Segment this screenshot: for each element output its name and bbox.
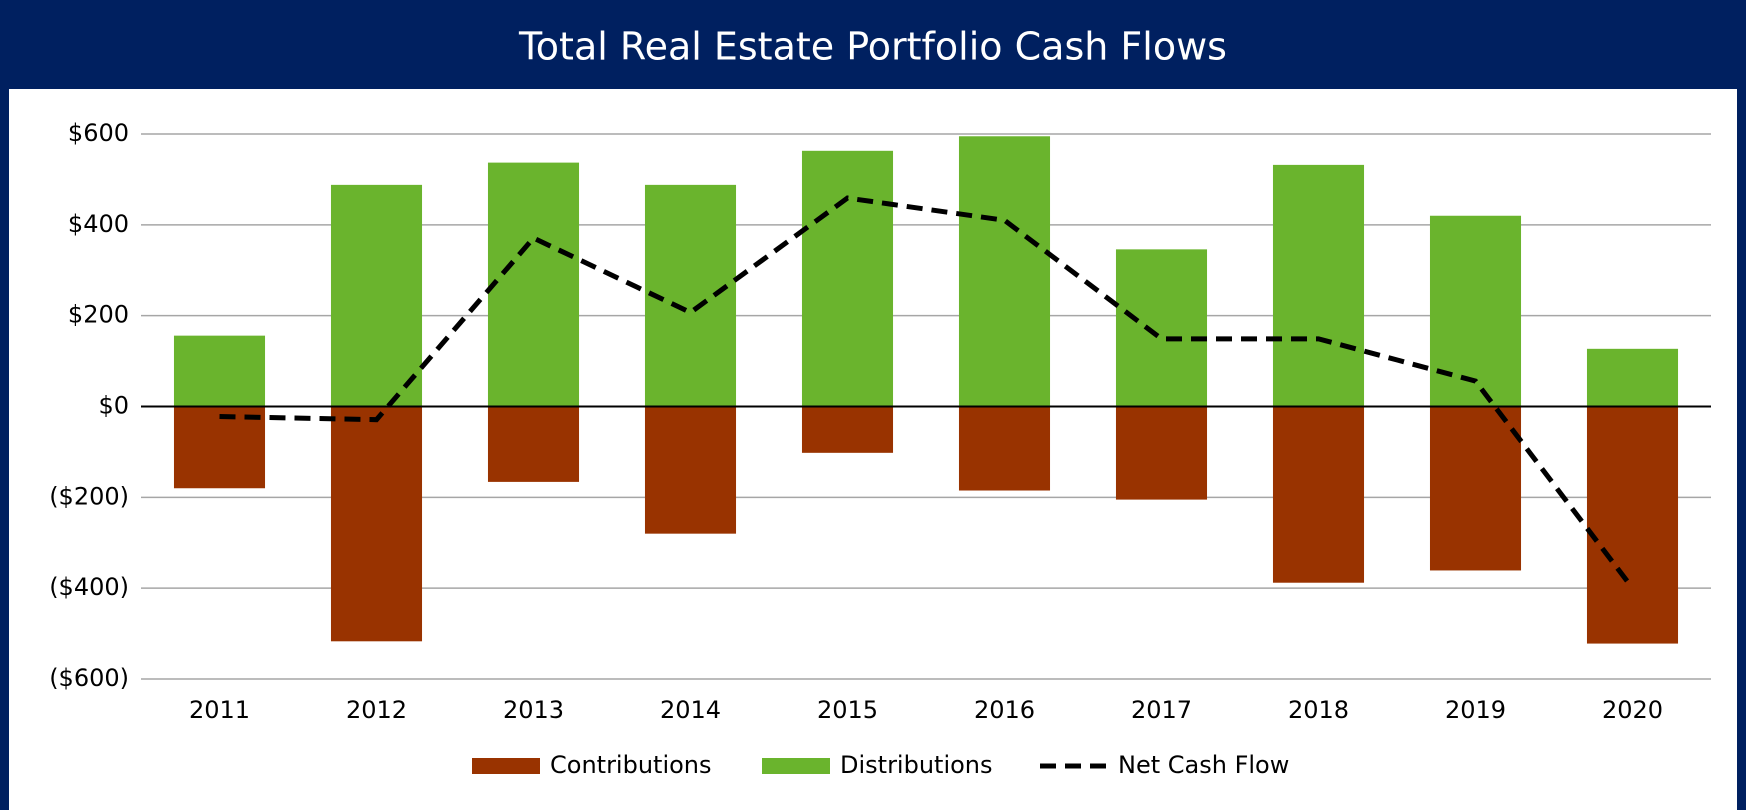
y-tick-label: ($600) (49, 664, 129, 692)
bar (1429, 406, 1522, 571)
bar (801, 406, 894, 453)
y-tick-label: $400 (68, 210, 129, 238)
bar (644, 406, 737, 534)
x-tick-label: 2012 (346, 696, 407, 724)
bar (958, 406, 1051, 491)
bar (1586, 406, 1679, 644)
y-tick-label: $0 (98, 392, 129, 420)
bar (173, 335, 266, 407)
legend-label: Net Cash Flow (1118, 751, 1289, 779)
legend-label: Contributions (550, 751, 712, 779)
legend-swatch (472, 758, 540, 774)
x-tick-label: 2016 (974, 696, 1035, 724)
bar (487, 162, 580, 407)
y-tick-label: $600 (68, 119, 129, 147)
bar (1115, 406, 1208, 500)
x-tick-label: 2011 (189, 696, 250, 724)
bar (1272, 406, 1365, 583)
x-tick-label: 2017 (1131, 696, 1192, 724)
x-tick-label: 2013 (503, 696, 564, 724)
bar (958, 136, 1051, 407)
bar (1115, 249, 1208, 407)
x-tick-label: 2018 (1288, 696, 1349, 724)
x-tick-label: 2015 (817, 696, 878, 724)
legend-label: Distributions (840, 751, 993, 779)
legend-swatch (762, 758, 830, 774)
bar (173, 406, 266, 489)
bar (1586, 348, 1679, 407)
bar (487, 406, 580, 482)
bar (330, 406, 423, 642)
bar (801, 150, 894, 407)
bar (1429, 215, 1522, 407)
net-line (219, 195, 1635, 590)
y-tick-label: ($400) (49, 573, 129, 601)
x-tick-label: 2020 (1602, 696, 1663, 724)
y-tick-label: ($200) (49, 482, 129, 510)
y-tick-label: $200 (68, 301, 129, 329)
x-tick-label: 2019 (1445, 696, 1506, 724)
x-tick-label: 2014 (660, 696, 721, 724)
bar (1272, 164, 1365, 407)
bar (330, 184, 423, 407)
chart-title: Total Real Estate Portfolio Cash Flows (518, 25, 1227, 69)
